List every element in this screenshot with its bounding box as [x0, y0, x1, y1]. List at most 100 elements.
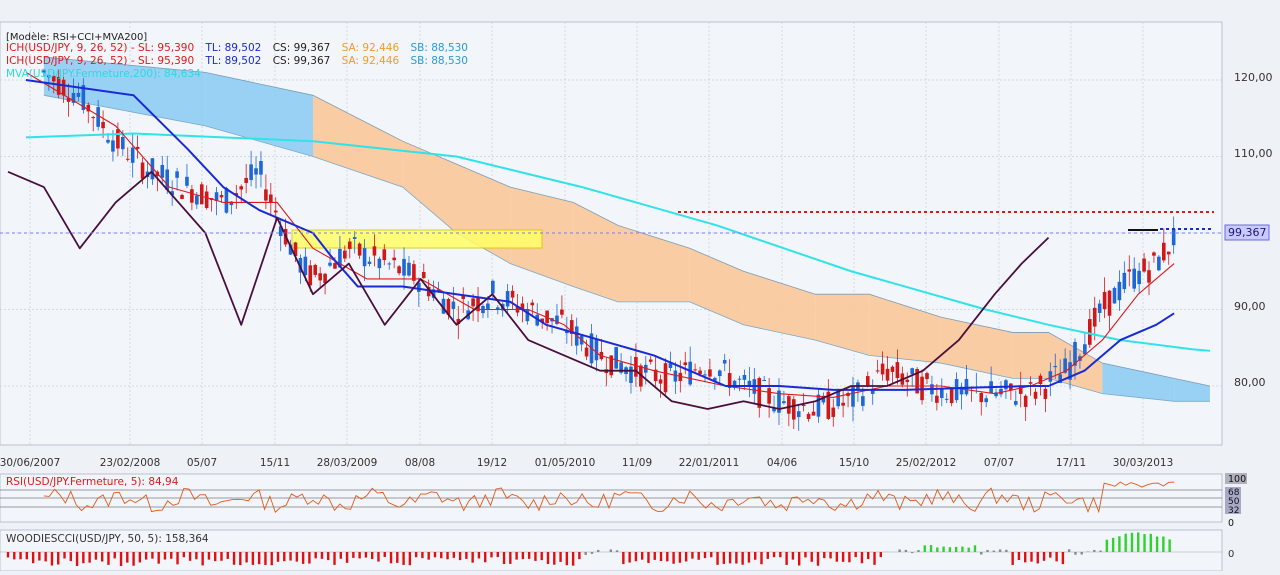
candle-body: [831, 408, 835, 417]
candle-body: [531, 303, 535, 306]
candle-body: [767, 388, 771, 404]
candle-body: [1167, 252, 1171, 255]
candle-body: [185, 177, 189, 186]
candle-body: [111, 140, 115, 151]
cci-bar: [1043, 552, 1045, 561]
cci-bar: [164, 552, 166, 560]
x-label: 28/03/2009: [317, 457, 378, 469]
legend-sb-2: SB: 88,530: [411, 55, 468, 67]
cci-bar: [704, 552, 706, 558]
cci-bar: [647, 552, 649, 563]
cci-bar: [132, 552, 134, 566]
candle-body: [1098, 304, 1102, 313]
cci-bar: [930, 545, 932, 552]
cci-tick-0: 0: [1228, 549, 1234, 560]
candle-body: [392, 258, 396, 261]
cci-bar: [1156, 537, 1158, 552]
candle-body: [708, 369, 712, 376]
cci-bar: [151, 552, 153, 559]
cci-bar: [685, 552, 687, 561]
cci-bar: [51, 552, 53, 566]
candle-body: [1152, 252, 1156, 255]
candle-body: [348, 242, 352, 249]
candle-body: [511, 291, 515, 298]
cci-bar: [773, 552, 775, 557]
cci-bar: [679, 552, 681, 563]
cci-label: WOODIESCCI(USD/JPY, 50, 5): 158,364: [6, 533, 209, 545]
cci-bar: [936, 547, 938, 552]
cci-bar: [365, 552, 367, 558]
candle-body: [1093, 308, 1097, 327]
cci-bar: [867, 552, 869, 559]
cci-bar: [490, 552, 492, 557]
cci-bar: [942, 547, 944, 552]
candle-body: [136, 147, 140, 149]
cci-bar: [610, 549, 612, 552]
candle-body: [1113, 288, 1117, 304]
candle-body: [318, 273, 322, 280]
candle-body: [703, 374, 707, 375]
legend-tl: TL: 89,502: [204, 42, 261, 54]
cci-bar: [1124, 534, 1126, 552]
cci-bar: [917, 550, 919, 552]
candle-body: [1014, 401, 1018, 405]
cci-bar: [968, 548, 970, 552]
cci-bar: [785, 552, 787, 565]
cci-bar: [471, 552, 473, 563]
candle-body: [368, 262, 372, 264]
cci-bar: [239, 552, 241, 565]
cci-bar: [189, 552, 191, 561]
last-price-label: 99,367: [1228, 226, 1267, 239]
cci-bar: [547, 552, 549, 564]
candle-body: [259, 161, 263, 175]
candle-body: [471, 298, 475, 306]
cci-bar: [120, 552, 122, 566]
cci-bar: [1024, 552, 1026, 562]
candle-body: [965, 379, 969, 394]
candle-body: [1147, 270, 1151, 282]
legend-ichi-2: ICH(USD/JPY, 9, 26, 52) - SL: 95,390: [6, 55, 194, 67]
legend-sb: SB: 88,530: [411, 42, 468, 54]
legend-cs: CS: 99,367: [273, 42, 331, 54]
cci-bar: [622, 552, 624, 564]
cci-bar: [208, 552, 210, 560]
candle-body: [141, 162, 145, 178]
legend-sa-2: SA: 92,446: [342, 55, 400, 67]
cci-bar: [1068, 549, 1070, 552]
y-tick-80: 80,00: [1234, 376, 1266, 389]
cci-bar: [88, 552, 90, 563]
cci-bar: [729, 552, 731, 563]
candle-body: [807, 414, 811, 419]
rsi-tick-32: 32: [1228, 506, 1239, 516]
cci-bar: [176, 552, 178, 564]
cci-bar: [44, 552, 46, 561]
candle-body: [358, 244, 362, 256]
candle-body: [1108, 291, 1112, 316]
candle-body: [274, 211, 278, 213]
candle-body: [812, 412, 816, 416]
cci-bar: [264, 552, 266, 565]
cci-bar: [308, 552, 310, 564]
candle-body: [683, 362, 687, 365]
candle-body: [896, 362, 900, 378]
cci-bar: [214, 552, 216, 561]
candle-body: [1088, 319, 1092, 345]
cci-bar: [829, 552, 831, 558]
candle-body: [792, 399, 796, 419]
candle-body: [407, 263, 411, 276]
cci-bar: [591, 552, 593, 554]
cci-bar: [101, 552, 103, 561]
cci-bar: [390, 552, 392, 563]
cci-bar: [157, 552, 159, 564]
candle-body: [304, 257, 308, 275]
candle-body: [249, 164, 253, 180]
candle-body: [866, 376, 870, 385]
cci-bar: [1137, 532, 1139, 552]
candle-body: [634, 357, 638, 377]
cci-bar: [19, 552, 21, 559]
x-label: 04/06: [767, 457, 798, 469]
cci-bar: [672, 552, 674, 564]
cci-bar: [384, 552, 386, 557]
